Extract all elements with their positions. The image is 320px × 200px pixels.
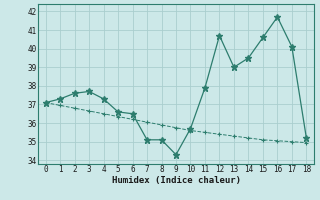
X-axis label: Humidex (Indice chaleur): Humidex (Indice chaleur) [111, 176, 241, 185]
